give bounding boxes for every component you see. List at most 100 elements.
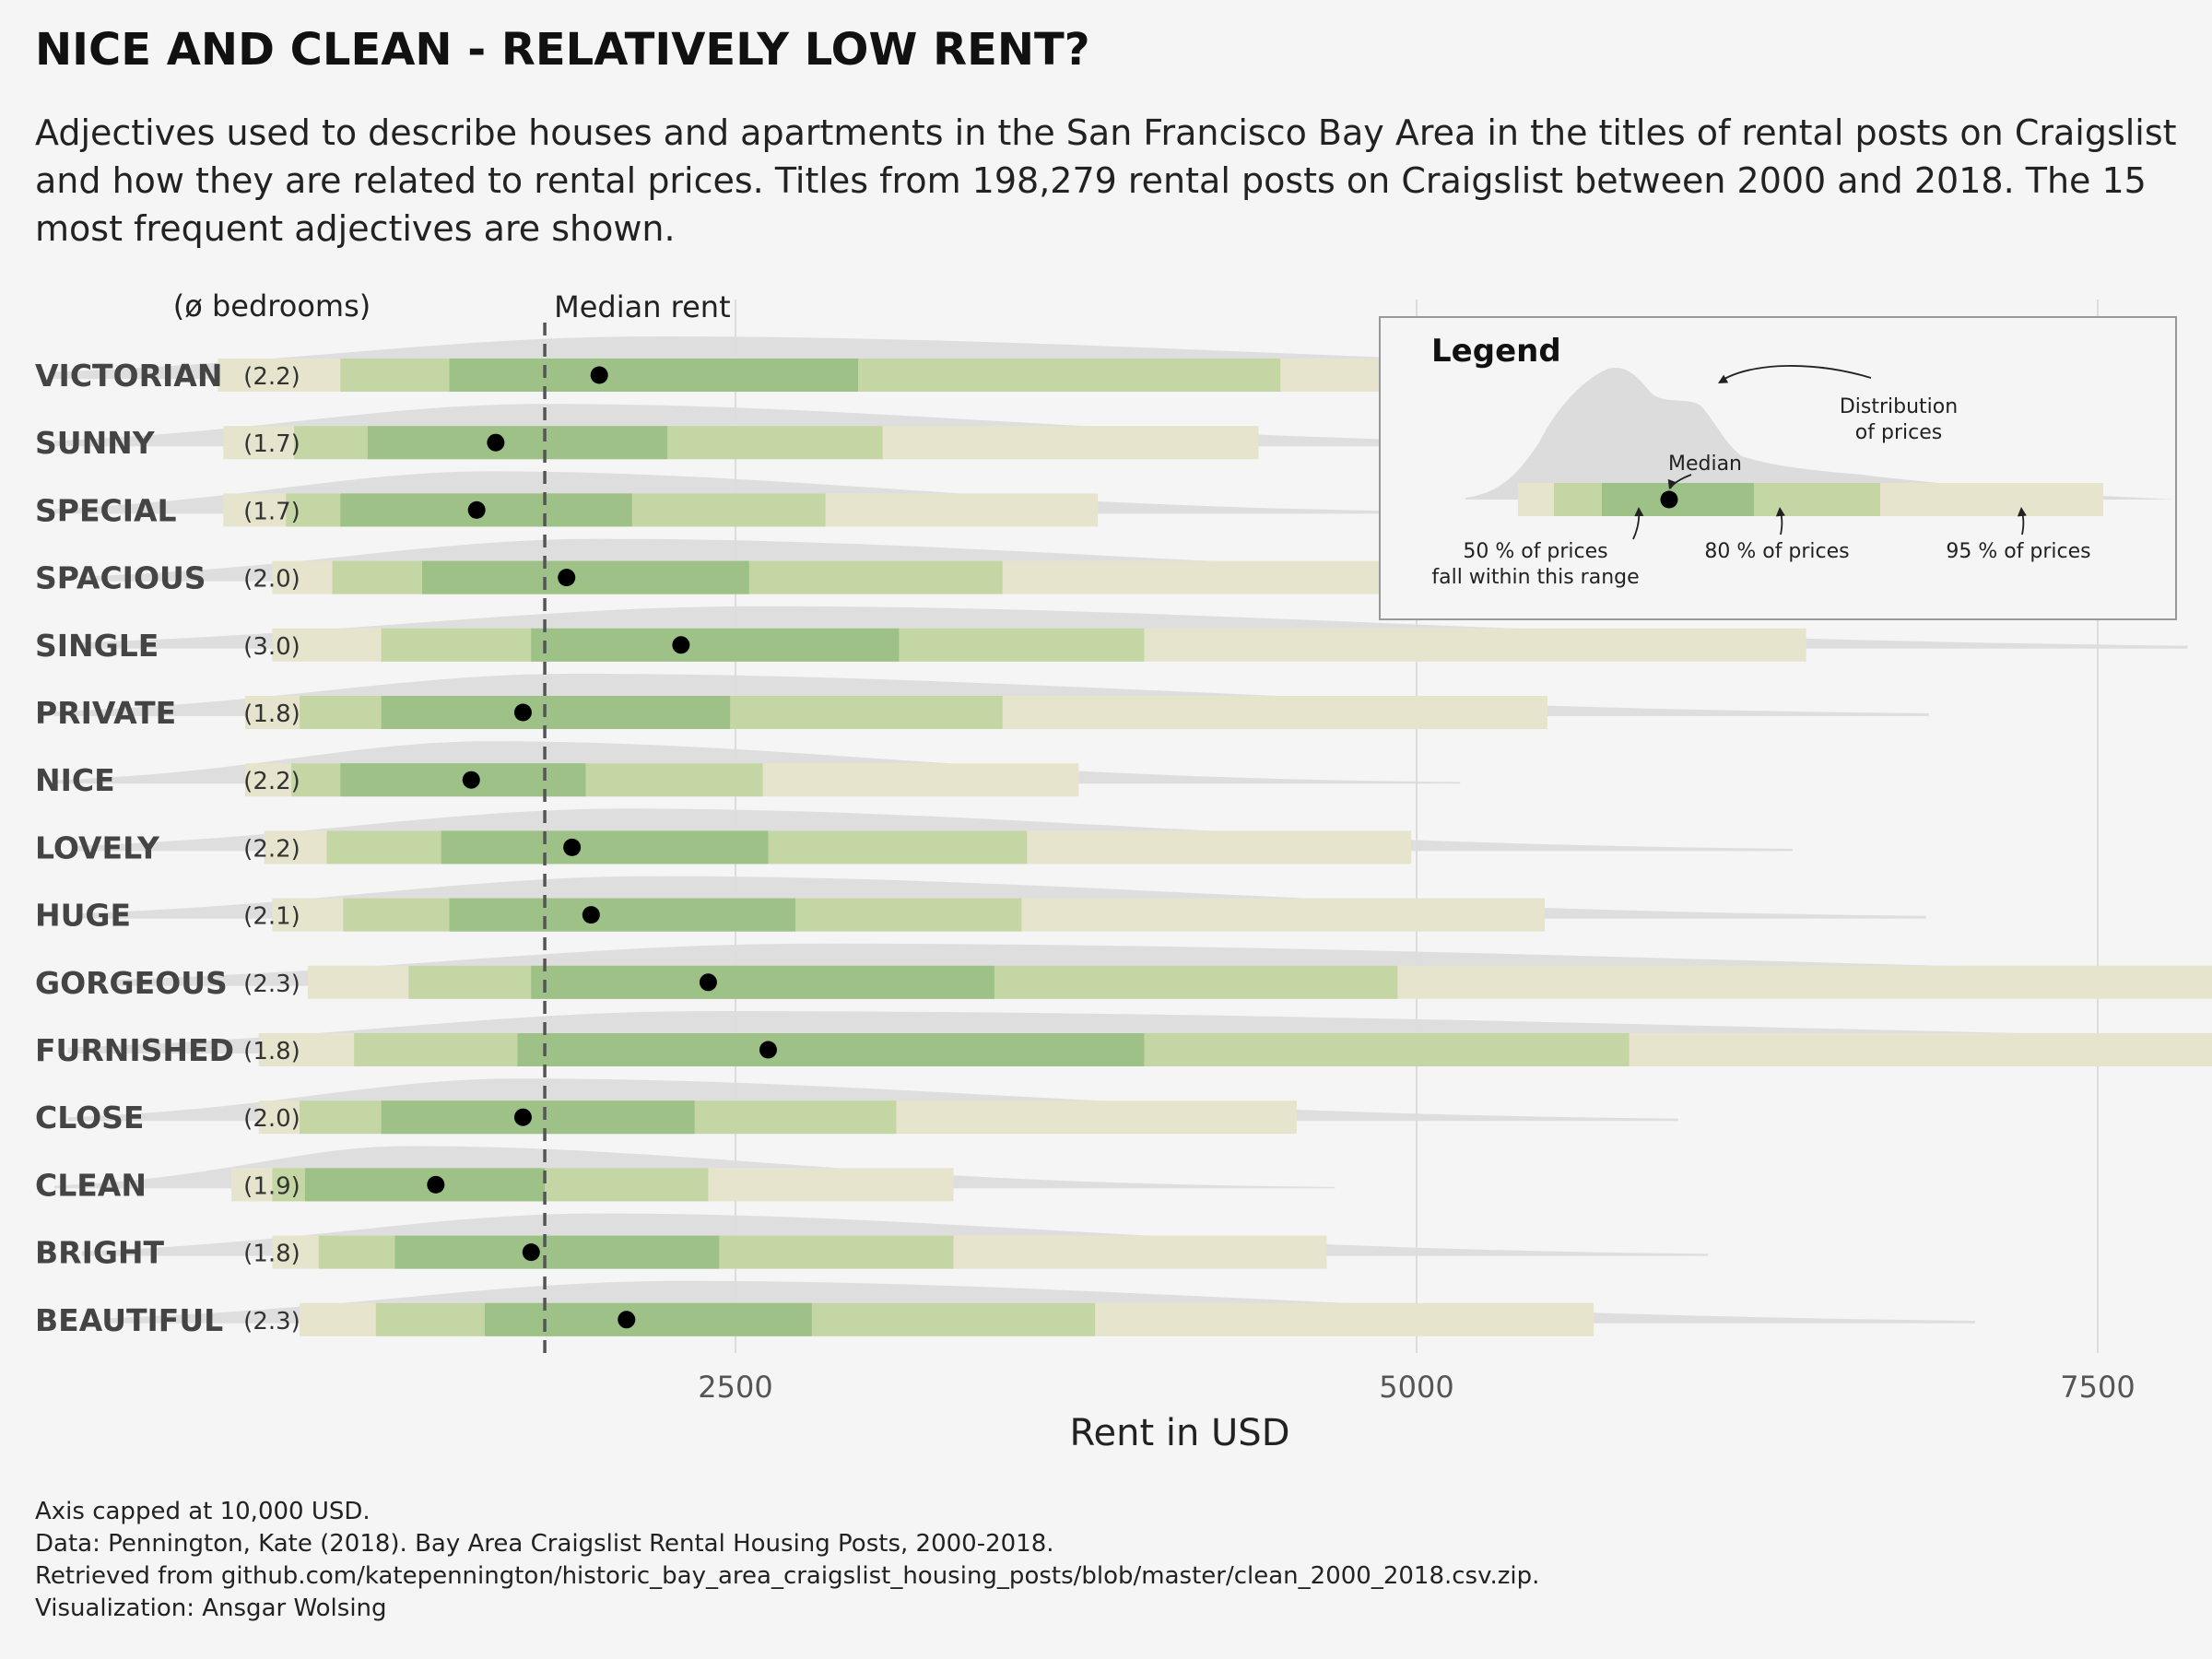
caption-line: Data: Pennington, Kate (2018). Bay Area … bbox=[35, 1530, 1054, 1558]
category-label: SINGLE bbox=[35, 628, 159, 664]
arrow-head bbox=[2017, 507, 2027, 517]
arrow-head bbox=[1718, 374, 1729, 383]
series-row: SPECIAL (1.7) bbox=[35, 471, 1479, 528]
series-row: GORGEOUS (2.3) bbox=[35, 943, 2212, 1001]
chart-subtitle: Adjectives used to describe houses and a… bbox=[35, 112, 2177, 249]
band-50 bbox=[394, 1235, 720, 1269]
bedrooms-label: (3.0) bbox=[243, 633, 300, 661]
median-dot bbox=[558, 569, 576, 587]
band-50 bbox=[422, 560, 749, 594]
series-row: FURNISHED (1.8) bbox=[35, 1011, 2212, 1068]
median-dot bbox=[618, 1311, 636, 1329]
category-label: PRIVATE bbox=[35, 695, 176, 731]
median-dot bbox=[487, 433, 505, 452]
band-50 bbox=[367, 426, 668, 460]
x-axis: 25005000750010000Rent in USD bbox=[698, 1370, 2135, 1454]
category-label: BRIGHT bbox=[35, 1235, 165, 1271]
arrow-head bbox=[1634, 507, 1644, 517]
caption-line: Retrieved from github.com/katepennington… bbox=[35, 1562, 1540, 1590]
legend-arrow-range80 bbox=[1775, 507, 1785, 535]
category-label: FURNISHED bbox=[35, 1032, 234, 1068]
legend-arrow-range95 bbox=[2017, 507, 2027, 535]
x-tick-label: 2500 bbox=[698, 1370, 772, 1405]
band-50 bbox=[441, 830, 769, 865]
bedrooms-label: (1.7) bbox=[243, 498, 300, 525]
category-label: CLEAN bbox=[35, 1167, 147, 1203]
bedrooms-label: (2.3) bbox=[243, 971, 300, 998]
median-dot bbox=[672, 636, 690, 654]
series-row: BEAUTIFUL (2.3) bbox=[35, 1280, 1976, 1338]
bedrooms-label: (1.8) bbox=[243, 700, 300, 728]
arrow-head bbox=[1667, 478, 1677, 489]
series-row: LOVELY (2.2) bbox=[35, 808, 1793, 865]
bedrooms-label: (1.8) bbox=[243, 1241, 300, 1268]
legend-title: Legend bbox=[1431, 333, 1561, 370]
x-tick-label: 7500 bbox=[2060, 1370, 2135, 1405]
category-label: SPECIAL bbox=[35, 492, 177, 528]
legend-median-dot bbox=[1660, 490, 1678, 509]
category-label: HUGE bbox=[35, 898, 131, 934]
legend-arrow-median bbox=[1667, 474, 1692, 489]
series-row: BRIGHT (1.8) bbox=[35, 1213, 1709, 1271]
arrow-line bbox=[1719, 365, 1872, 382]
median-dot bbox=[513, 703, 532, 722]
bedrooms-header: (ø bedrooms) bbox=[173, 288, 371, 324]
legend-arrow-distribution bbox=[1718, 365, 1872, 383]
bedrooms-label: (2.0) bbox=[243, 566, 300, 594]
x-tick-label: 5000 bbox=[1379, 1370, 1453, 1405]
caption: Axis capped at 10,000 USD. Data: Penning… bbox=[35, 1496, 1539, 1625]
legend-distribution-label: of prices bbox=[1855, 421, 1942, 444]
bedrooms-label: (2.3) bbox=[243, 1308, 300, 1335]
band-50 bbox=[449, 898, 796, 932]
legend-range50-label: fall within this range bbox=[1431, 566, 1639, 589]
band-50 bbox=[449, 359, 859, 392]
band-50 bbox=[531, 628, 900, 662]
band-50 bbox=[304, 1168, 546, 1202]
legend-density bbox=[1465, 368, 2175, 500]
median-dot bbox=[563, 838, 582, 856]
category-label: LOVELY bbox=[35, 830, 160, 865]
median-dot bbox=[582, 906, 600, 924]
bedrooms-label: (2.0) bbox=[243, 1105, 300, 1133]
legend-range50-label: 50 % of prices bbox=[1463, 540, 1607, 563]
series-row: SINGLE (3.0) bbox=[35, 606, 2188, 664]
legend-distribution-label: Distribution bbox=[1840, 395, 1958, 418]
arrow-head bbox=[1775, 507, 1785, 517]
category-label: SUNNY bbox=[35, 425, 156, 461]
series-row: NICE (2.2) bbox=[35, 741, 1461, 798]
legend-median-label: Median bbox=[1668, 453, 1742, 476]
caption-line: Axis capped at 10,000 USD. bbox=[35, 1498, 371, 1525]
category-label: NICE bbox=[35, 762, 115, 798]
band-50 bbox=[381, 696, 731, 729]
series-row: SUNNY (1.7) bbox=[35, 404, 1641, 461]
category-label: GORGEOUS bbox=[35, 965, 228, 1001]
x-axis-title: Rent in USD bbox=[1069, 1412, 1289, 1454]
median-dot bbox=[513, 1108, 532, 1126]
band-50 bbox=[485, 1302, 812, 1336]
band-50 bbox=[531, 965, 994, 999]
series-row: CLOSE (2.0) bbox=[35, 1078, 1678, 1135]
band-50 bbox=[340, 493, 632, 527]
median-dot bbox=[590, 366, 608, 384]
category-label: VICTORIAN bbox=[35, 358, 222, 394]
bedrooms-label: (1.8) bbox=[243, 1038, 300, 1065]
bedrooms-label: (1.7) bbox=[243, 430, 300, 458]
rows-layer: (ø bedrooms)VICTORIAN (2.2)SUNNY (1.7)SPEC… bbox=[35, 288, 2212, 1338]
chart-title: NICE AND CLEAN - RELATIVELY LOW RENT? bbox=[35, 24, 1090, 76]
median-dot bbox=[427, 1175, 445, 1194]
median-dot bbox=[522, 1243, 540, 1262]
category-label: SPACIOUS bbox=[35, 560, 206, 596]
median-dot bbox=[699, 973, 717, 992]
median-dot bbox=[462, 771, 480, 789]
legend-range95-label: 95 % of prices bbox=[1946, 540, 2090, 563]
category-label: BEAUTIFUL bbox=[35, 1302, 223, 1338]
legend: Legend Distribution of prices Median 50 % of… bbox=[1379, 316, 2177, 620]
legend-range80-label: 80 % of prices bbox=[1704, 540, 1849, 563]
median-rent-label: Median rent bbox=[554, 289, 731, 324]
series-row: SPACIOUS (2.0) bbox=[35, 538, 1806, 596]
series-row: CLEAN (1.9) bbox=[35, 1146, 1335, 1203]
series-row: HUGE (2.1) bbox=[35, 876, 1926, 934]
median-dot bbox=[467, 500, 486, 519]
bedrooms-label: (2.2) bbox=[243, 835, 300, 863]
